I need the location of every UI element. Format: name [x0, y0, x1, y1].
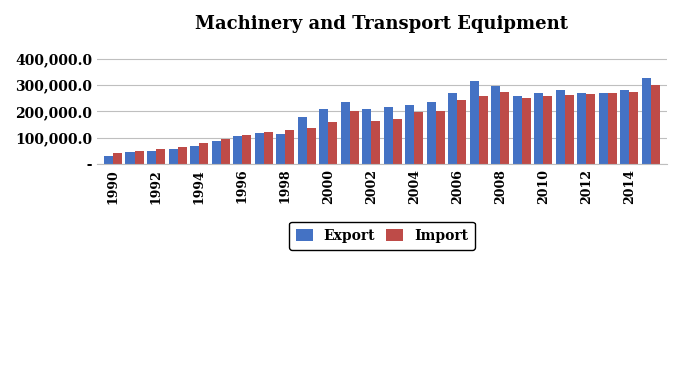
Bar — [522, 98, 531, 164]
Bar — [414, 112, 424, 164]
Bar — [501, 92, 509, 164]
Bar — [479, 96, 488, 164]
Bar — [328, 122, 338, 164]
Bar — [599, 93, 608, 164]
Bar — [534, 93, 544, 164]
Bar — [211, 141, 221, 164]
Bar — [177, 147, 187, 164]
Bar — [405, 105, 414, 164]
Bar — [113, 153, 122, 164]
Bar — [448, 93, 457, 164]
Bar — [470, 81, 479, 164]
Bar — [199, 143, 208, 164]
Bar — [242, 135, 252, 164]
Bar — [436, 111, 445, 164]
Bar — [457, 100, 466, 164]
Bar — [156, 149, 165, 164]
Bar — [608, 93, 617, 164]
Bar — [190, 146, 199, 164]
Bar — [276, 134, 285, 164]
Bar — [340, 102, 350, 164]
Bar — [544, 96, 552, 164]
Bar — [147, 151, 156, 164]
Bar — [134, 151, 144, 164]
Bar — [297, 117, 307, 164]
Bar — [642, 78, 651, 164]
Bar — [513, 96, 522, 164]
Bar — [125, 152, 134, 164]
Bar — [362, 109, 371, 164]
Bar — [371, 121, 381, 164]
Bar — [577, 93, 587, 164]
Bar — [629, 91, 638, 164]
Bar — [383, 108, 393, 164]
Bar — [104, 156, 113, 164]
Bar — [264, 132, 273, 164]
Bar — [556, 90, 565, 164]
Bar — [651, 85, 660, 164]
Bar — [393, 119, 402, 164]
Bar — [350, 111, 359, 164]
Bar — [285, 130, 295, 164]
Bar — [565, 95, 574, 164]
Bar — [221, 139, 230, 164]
Title: Machinery and Transport Equipment: Machinery and Transport Equipment — [196, 15, 569, 33]
Legend: Export, Import: Export, Import — [289, 222, 475, 250]
Bar — [233, 136, 242, 164]
Bar — [427, 102, 436, 164]
Bar — [168, 149, 177, 164]
Bar — [254, 133, 264, 164]
Bar — [620, 90, 629, 164]
Bar — [491, 86, 501, 164]
Bar — [587, 94, 595, 164]
Bar — [307, 127, 316, 164]
Bar — [319, 109, 328, 164]
